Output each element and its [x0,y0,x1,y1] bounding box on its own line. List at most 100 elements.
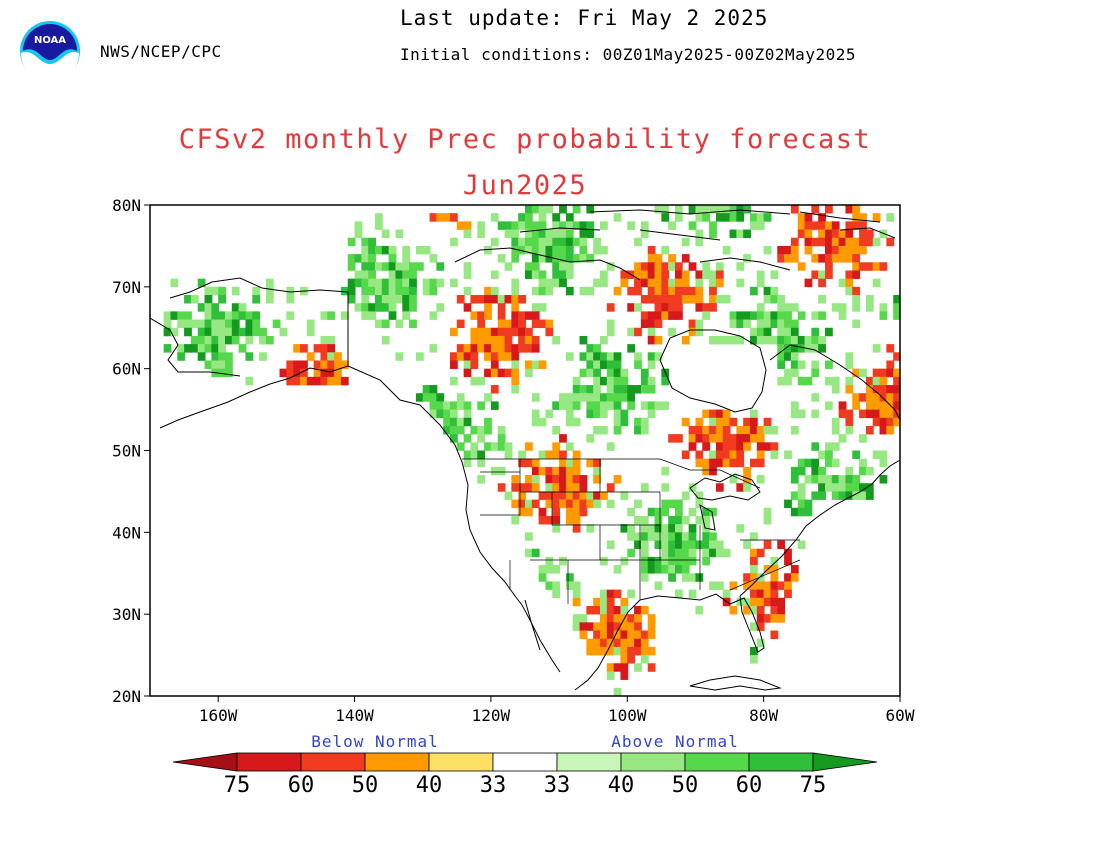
probability-cell [490,237,499,247]
probability-cell [695,540,704,550]
agency-label: NWS/NCEP/CPC [100,42,222,61]
probability-cell [470,442,479,451]
probability-cell [286,295,295,304]
probability-cell [879,401,888,410]
probability-cell [852,483,861,492]
probability-cell [859,466,867,476]
probability-cell [668,565,676,574]
probability-cell [661,270,670,279]
probability-cell [784,254,792,263]
probability-cell [736,262,745,271]
probability-cell [647,327,656,337]
probability-cell [620,671,629,680]
probability-cell [470,360,479,369]
probability-cell [593,401,601,410]
probability-cell [381,319,390,329]
probability-cell [497,368,506,378]
probability-cell [681,532,690,541]
probability-cell [852,401,861,410]
probability-cell [729,311,738,320]
probability-cell [538,303,547,312]
probability-cell [593,425,601,435]
probability-cell [538,515,547,525]
probability-cell [497,254,506,263]
probability-cell [654,515,663,525]
probability-cell [388,278,397,288]
probability-cell [722,205,731,214]
probability-cell [504,450,513,459]
probability-cell [804,237,813,247]
probability-cell [327,360,336,369]
probability-cell [559,458,567,468]
probability-cell [661,295,670,304]
probability-cell [763,515,772,525]
probability-cell [825,237,833,247]
probability-cell [477,458,486,468]
probability-cell [675,548,683,558]
probability-cell [470,295,479,304]
probability-cell [818,335,826,345]
probability-cell [586,221,595,230]
probability-cell [490,213,499,222]
probability-cell [211,286,220,296]
probability-cell [443,409,451,419]
probability-cell [702,515,711,525]
probability-cell [347,295,356,304]
probability-cell [620,393,629,402]
probability-cell [354,254,363,263]
probability-cell [811,221,820,230]
probability-cell [613,614,622,623]
probability-cell [770,597,779,607]
probability-cell [361,295,370,304]
probability-cell [654,556,663,566]
probability-cell [688,589,697,599]
probability-cell [538,270,547,279]
probability-cell [763,295,772,304]
probability-cell [640,573,649,582]
probability-cell [429,311,438,320]
probability-cell [709,581,717,590]
probability-cell [627,630,636,640]
probability-cell [661,286,670,296]
probability-cell [640,221,649,230]
probability-cell [565,581,574,590]
probability-cell [654,540,663,550]
probability-cell [184,311,192,320]
probability-cell [545,581,554,590]
probability-cell [750,605,758,615]
probability-cell [450,237,458,247]
probability-cell [531,221,540,230]
probability-cell [695,573,704,582]
probability-cell [572,385,581,394]
probability-cell [627,507,636,517]
probability-cell [729,205,738,214]
probability-cell [484,393,492,402]
probability-cell [375,213,383,222]
probability-cell [763,213,772,222]
probability-cell [572,254,581,263]
probability-cell [572,393,581,402]
probability-cell [525,229,533,239]
probability-cell [879,417,888,427]
probability-cell [538,565,547,574]
probability-cell [265,335,274,345]
probability-cell [456,344,465,353]
probability-cell [579,229,588,239]
probability-cell [368,270,376,279]
probability-cell [661,401,670,410]
probability-cell [702,434,711,443]
probability-cell [681,573,690,582]
probability-cell [470,376,479,386]
probability-cell [688,295,697,304]
probability-cell [695,286,704,296]
probability-cell [777,319,786,329]
probability-cell [825,401,833,410]
probability-cell [865,409,874,419]
probability-cell [647,270,656,279]
probability-cell [879,475,888,484]
probability-cell [572,499,581,509]
probability-cell [654,401,663,410]
probability-cell [259,335,267,345]
probability-cell [606,401,615,410]
probability-cell [511,368,520,378]
